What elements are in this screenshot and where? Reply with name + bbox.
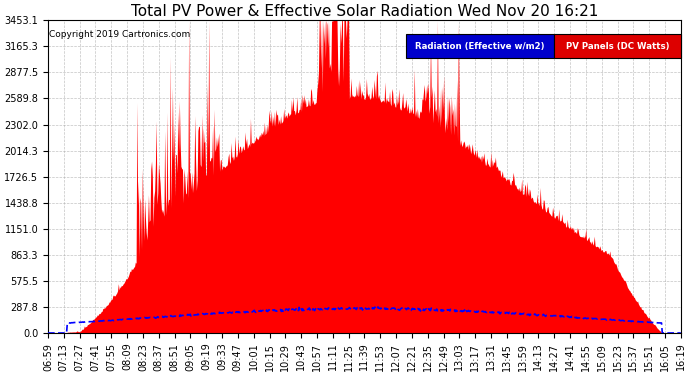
Title: Total PV Power & Effective Solar Radiation Wed Nov 20 16:21: Total PV Power & Effective Solar Radiati…: [130, 4, 598, 19]
FancyBboxPatch shape: [554, 34, 681, 58]
Text: Radiation (Effective w/m2): Radiation (Effective w/m2): [415, 42, 544, 51]
Text: PV Panels (DC Watts): PV Panels (DC Watts): [566, 42, 669, 51]
Text: Copyright 2019 Cartronics.com: Copyright 2019 Cartronics.com: [49, 30, 190, 39]
FancyBboxPatch shape: [406, 34, 554, 58]
